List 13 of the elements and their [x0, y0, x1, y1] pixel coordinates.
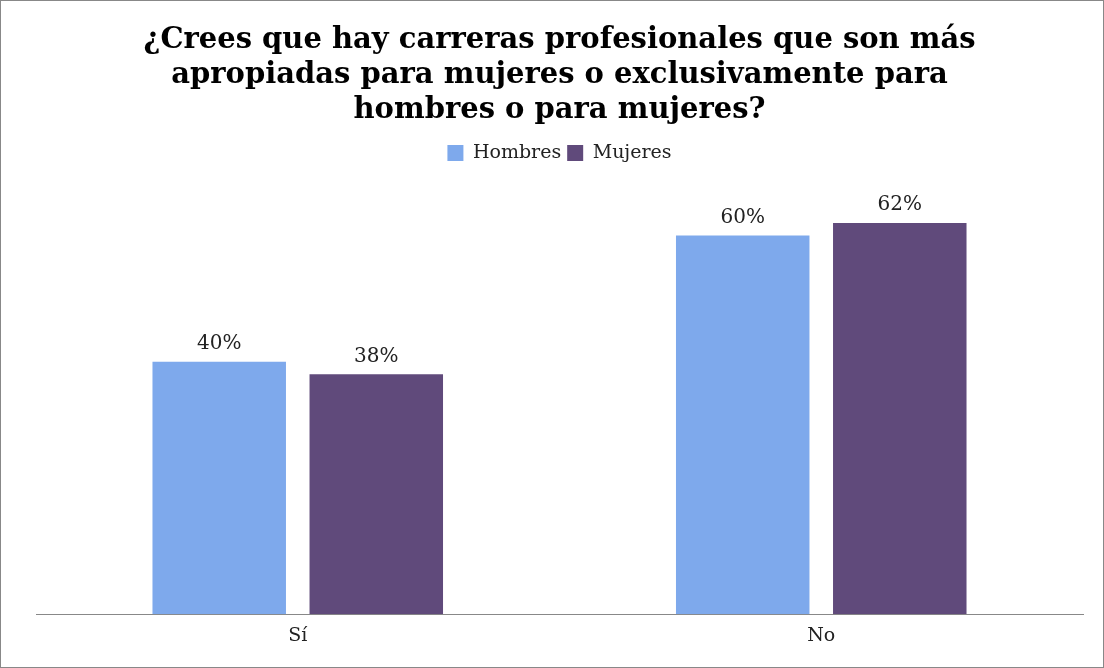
data-label: 40%	[197, 329, 242, 354]
data-label: 60%	[720, 203, 765, 228]
x-tick-label: No	[807, 622, 836, 645]
legend-label: Mujeres	[592, 139, 672, 162]
x-tick-label: Sí	[288, 622, 309, 645]
legend-label: Hombres	[472, 139, 562, 162]
bar	[152, 361, 286, 615]
bar	[309, 374, 444, 615]
bar	[833, 222, 967, 615]
bar	[675, 235, 810, 615]
data-label: 38%	[354, 342, 399, 367]
data-label: 62%	[877, 191, 922, 216]
chart-title: ¿Crees que hay carreras profesionales que son más apropiadas para mujeres o exclusivamente para hombres o para mujeres?	[143, 20, 976, 125]
